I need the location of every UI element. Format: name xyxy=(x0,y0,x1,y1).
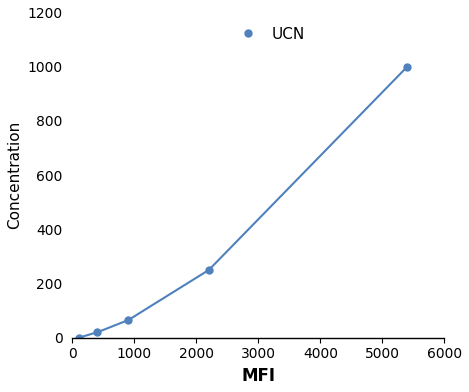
Legend: UCN: UCN xyxy=(236,27,305,42)
Line: UCN: UCN xyxy=(75,63,411,341)
Y-axis label: Concentration: Concentration xyxy=(7,121,22,229)
UCN xyxy=(125,318,131,323)
X-axis label: MFI: MFI xyxy=(242,367,275,385)
UCN xyxy=(206,268,212,272)
UCN xyxy=(94,330,100,335)
UCN xyxy=(404,64,410,69)
UCN xyxy=(76,336,81,340)
